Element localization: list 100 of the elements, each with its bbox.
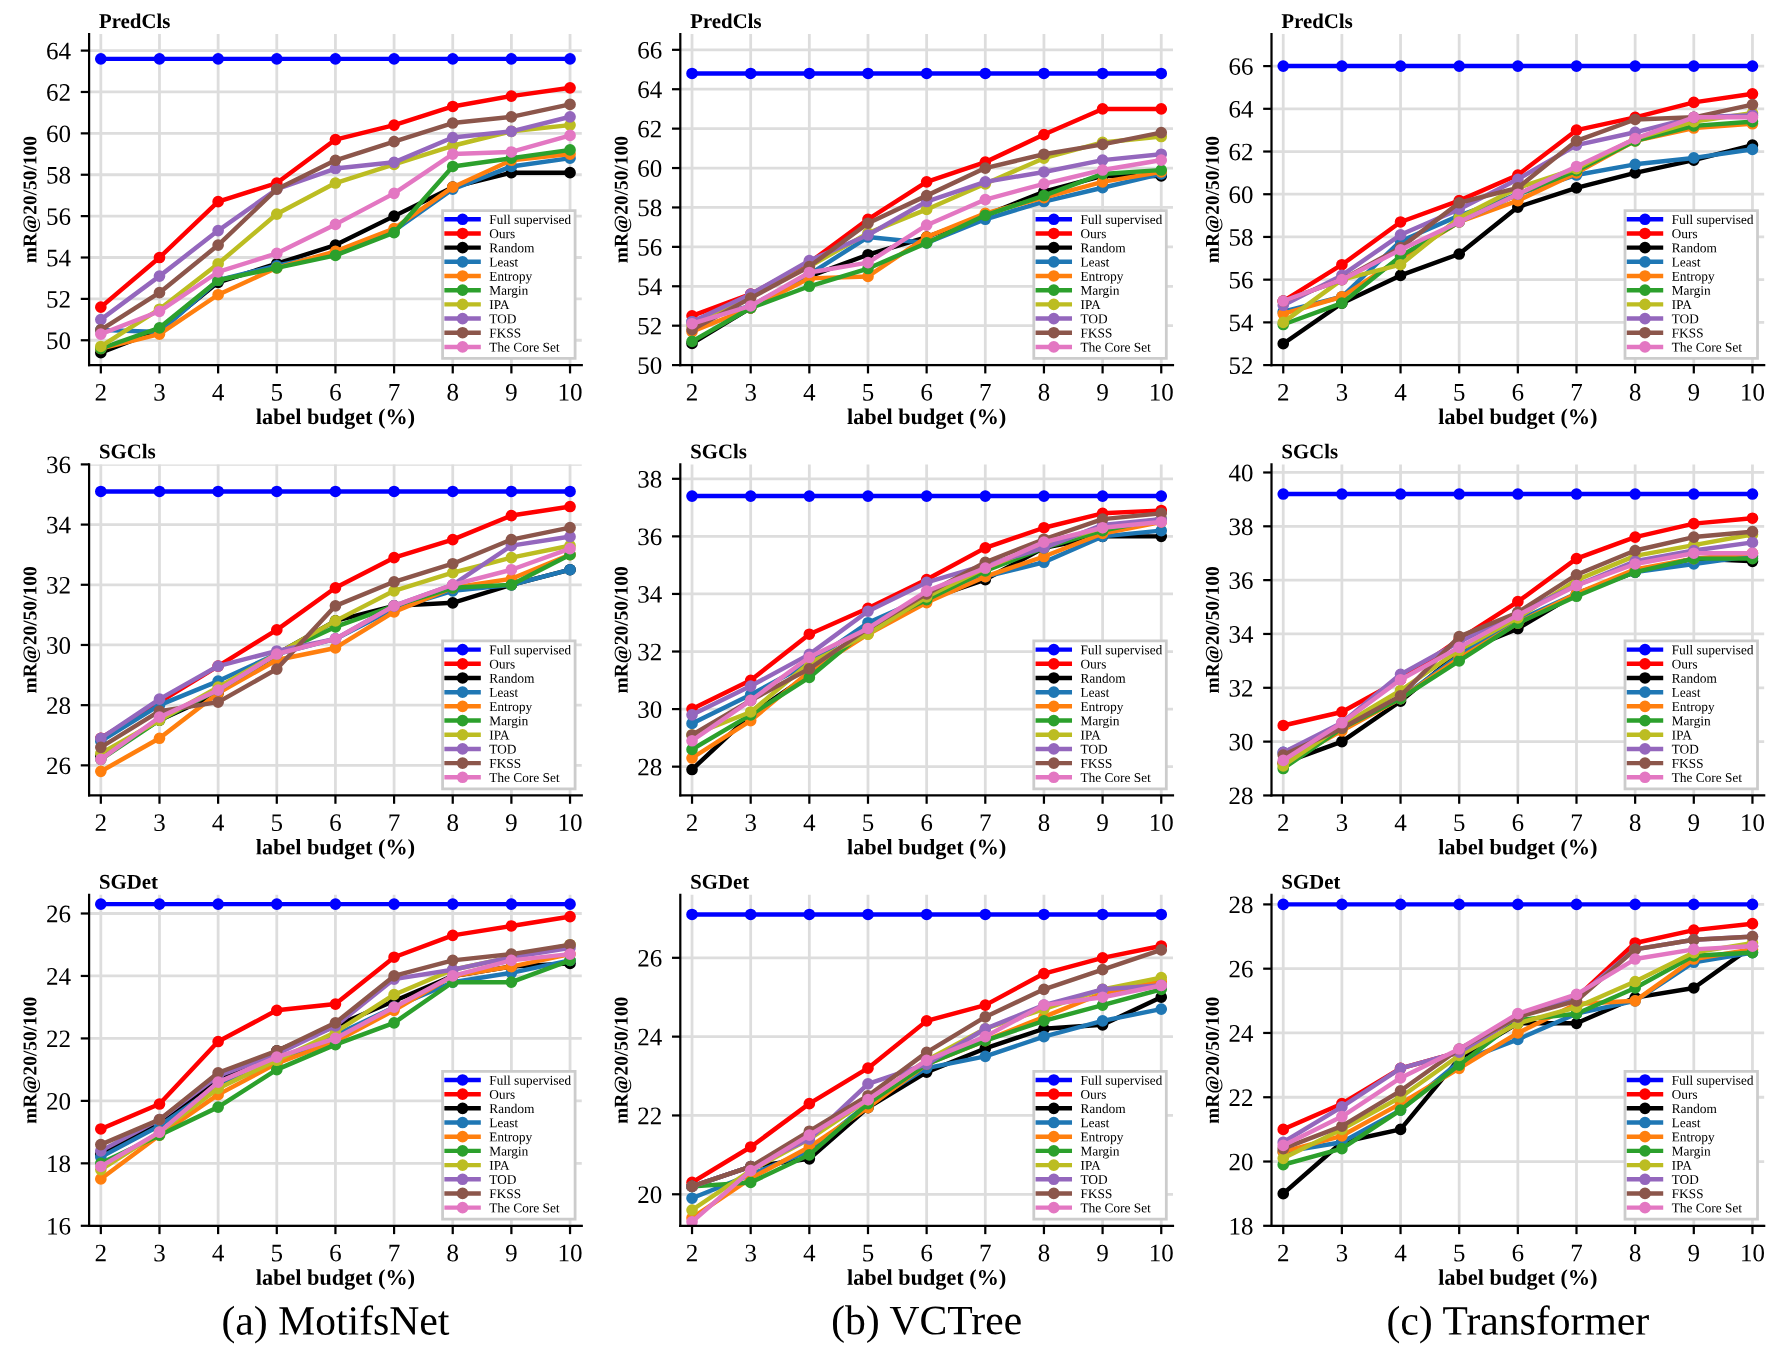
x-tick-label: 9 [505,814,517,832]
x-tick-label: 4 [803,1244,816,1262]
x-tick-label: 7 [1571,1244,1583,1262]
x-tick-label: 10 [1742,383,1764,401]
y-tick-label: 54 [1229,314,1254,332]
y-tick-label: 26 [1229,960,1253,978]
x-tick-label: 2 [1278,1244,1289,1262]
x-tick-label: 2 [95,814,106,831]
x-tick-label: 2 [1278,383,1289,401]
chart-title: SGDet [100,874,158,889]
y-tick-label: 30 [1229,733,1253,751]
x-tick-label: 7 [980,384,991,401]
x-tick-label: 5 [271,814,283,832]
x-tick-label: 6 [921,814,933,832]
y-tick-label: 52 [47,291,70,308]
x-tick-label: 8 [1629,814,1641,832]
x-tick-label: 10 [1150,814,1173,832]
x-tick-label: 8 [1038,1244,1050,1262]
y-tick-label: 62 [47,84,70,101]
x-tick-label: 7 [1571,814,1583,831]
y-tick-label: 36 [1229,572,1253,590]
x-tick-label: 10 [559,814,582,832]
y-tick-label: 58 [638,199,662,217]
x-tick-label: 6 [1512,383,1524,401]
x-axis-title: label budget (%) [1438,408,1597,429]
x-tick-label: 2 [95,383,106,401]
x-tick-label: 8 [1038,814,1050,832]
chart-title: PredCls [99,13,170,29]
y-tick-label: 26 [47,757,71,775]
x-tick-label: 3 [745,1244,756,1262]
y-tick-label: 28 [47,697,71,715]
y-tick-label: 26 [47,905,71,923]
y-tick-label: 30 [47,637,71,654]
y-axis-title: mR@20/50/100 [1205,997,1223,1124]
x-axis-title: label budget (%) [256,1269,415,1290]
x-tick-label: 7 [1571,384,1583,401]
y-tick-label: 56 [47,208,71,226]
x-tick-label: 3 [154,383,165,401]
x-tick-label: 5 [1454,1244,1465,1262]
x-tick-label: 5 [1454,384,1465,401]
y-tick-label: 36 [47,456,71,474]
x-tick-label: 4 [212,384,224,401]
y-tick-label: 50 [638,357,662,375]
text: (a) MotifsNet [223,1305,450,1344]
y-axis-title: mR@20/50/100 [614,997,632,1124]
y-tick-label: 54 [47,249,71,267]
x-tick-label: 5 [863,1244,874,1262]
x-tick-label: 6 [1512,1244,1524,1262]
x-tick-label: 6 [330,814,341,832]
x-tick-label: 10 [1742,814,1764,832]
y-tick-label: 32 [47,576,70,594]
y-tick-label: 62 [638,120,661,138]
y-tick-label: 16 [48,1217,71,1235]
x-tick-label: 10 [1150,383,1173,401]
x-tick-label: 8 [1629,383,1641,401]
x-tick-label: 8 [447,814,459,832]
y-tick-label: 20 [638,1186,662,1204]
y-tick-label: 34 [47,516,71,534]
x-tick-label: 7 [389,384,400,401]
x-tick-label: 3 [745,383,756,401]
x-tick-label: 9 [1097,383,1108,401]
y-tick-label: 40 [1228,464,1253,482]
chart-title: SGCls [691,443,747,459]
x-tick-label: 7 [980,1244,991,1262]
y-tick-label: 22 [638,1107,661,1125]
x-tick-label: 4 [803,814,816,831]
y-tick-label: 34 [638,586,662,603]
y-tick-label: 56 [638,238,662,256]
x-tick-label: 10 [559,383,582,401]
chart-title: PredCls [1281,13,1353,29]
y-tick-label: 60 [1229,186,1253,204]
x-tick-label: 2 [686,1244,697,1262]
y-tick-label: 32 [638,643,661,661]
y-tick-label: 32 [1229,679,1253,697]
x-tick-label: 4 [1394,814,1407,831]
x-tick-label: 6 [330,383,341,401]
y-tick-label: 58 [1229,229,1253,246]
x-axis-title: label budget (%) [256,838,415,860]
x-axis-title: label budget (%) [1438,1269,1597,1290]
x-tick-label: 2 [686,383,697,401]
chart-title: SGDet [1282,874,1341,889]
chart-title: SGCls [100,443,156,459]
x-tick-label: 3 [1336,383,1348,401]
x-tick-label: 6 [330,1244,341,1262]
y-tick-label: 36 [638,528,662,546]
x-tick-label: 2 [686,814,697,831]
y-tick-label: 28 [1229,896,1253,914]
x-tick-label: 9 [1688,814,1700,832]
y-tick-label: 24 [1229,1025,1254,1042]
y-tick-label: 20 [1229,1153,1253,1171]
y-tick-label: 22 [47,1030,70,1048]
x-tick-label: 4 [803,384,816,401]
y-axis-title: mR@20/50/100 [23,997,41,1124]
x-tick-label: 7 [980,814,991,831]
x-tick-label: 5 [271,1244,283,1262]
x-axis-title: label budget (%) [847,408,1006,429]
x-tick-label: 4 [212,1244,224,1262]
x-tick-label: 3 [154,1244,165,1262]
x-tick-label: 2 [1278,814,1289,831]
y-tick-label: 64 [47,42,71,60]
